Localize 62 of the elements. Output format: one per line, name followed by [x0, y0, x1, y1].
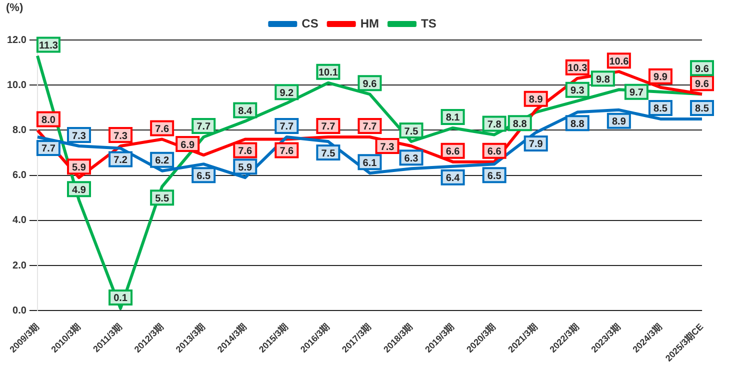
y-tick-label: 12.0 [6, 34, 27, 46]
data-label: 8.4 [238, 106, 253, 117]
data-label: 7.8 [487, 119, 502, 130]
data-label: 7.3 [72, 130, 86, 142]
data-label: 9.6 [695, 64, 710, 75]
data-label: 9.7 [630, 88, 644, 99]
y-tick-label: 2.0 [12, 260, 27, 272]
data-label: 6.5 [487, 170, 502, 182]
data-label: 11.3 [39, 40, 58, 52]
data-label: 6.4 [446, 173, 460, 184]
data-label: 9.6 [362, 78, 378, 90]
data-label: 6.5 [196, 170, 211, 182]
data-label: 8.1 [446, 112, 460, 124]
data-label: 7.2 [114, 155, 128, 166]
data-label: 8.9 [528, 94, 544, 106]
data-label: 7.7 [280, 122, 294, 133]
data-label: 7.3 [380, 142, 395, 153]
legend-label: TS [421, 16, 436, 30]
data-label: 5.9 [72, 162, 86, 174]
y-axis-title: (%) [6, 2, 24, 14]
y-tick-label: 10.0 [6, 80, 27, 91]
data-label: 7.6 [155, 124, 170, 136]
data-label: 8.8 [570, 118, 585, 130]
data-label: 9.8 [596, 74, 610, 86]
data-label: 9.9 [654, 72, 668, 84]
data-label: 7.7 [42, 144, 56, 155]
data-label: 7.5 [404, 126, 419, 138]
data-label: 7.3 [114, 130, 128, 142]
data-label: 9.6 [695, 78, 710, 90]
y-tick-label: 0.0 [12, 305, 27, 316]
data-label: 7.6 [280, 146, 294, 158]
data-label: 4.9 [72, 184, 86, 196]
data-label: 7.6 [238, 146, 253, 158]
data-label: 7.7 [362, 122, 378, 133]
data-label: 9.2 [280, 88, 294, 99]
data-label: 7.7 [196, 122, 211, 133]
data-label: 8.0 [42, 114, 56, 126]
data-label: 10.1 [318, 68, 338, 79]
data-label: 9.3 [570, 86, 585, 97]
y-tick-label: 4.0 [12, 215, 27, 226]
data-label: 7.9 [528, 139, 544, 150]
data-label: 7.5 [321, 148, 336, 160]
data-label: 8.9 [612, 116, 626, 128]
data-label: 10.3 [568, 63, 588, 74]
data-label: 6.9 [180, 140, 195, 151]
data-label: 6.2 [155, 156, 170, 167]
data-label: 5.9 [238, 162, 253, 174]
data-label: 6.6 [446, 146, 460, 158]
data-label: 6.6 [487, 146, 502, 158]
y-tick-label: 8.0 [12, 124, 27, 136]
y-tick-label: 6.0 [12, 170, 27, 182]
data-label: 8.5 [695, 104, 710, 115]
data-label: 7.7 [321, 122, 336, 133]
data-label: 0.1 [114, 293, 128, 304]
data-label: 6.1 [362, 158, 378, 169]
data-label: 8.8 [512, 118, 528, 130]
data-label: 8.5 [654, 104, 668, 115]
data-label: 10.6 [609, 56, 630, 68]
data-label: 5.5 [155, 193, 170, 204]
legend-label: HM [360, 16, 380, 30]
legend-label: CS [302, 16, 318, 30]
data-label: 6.3 [404, 153, 419, 164]
